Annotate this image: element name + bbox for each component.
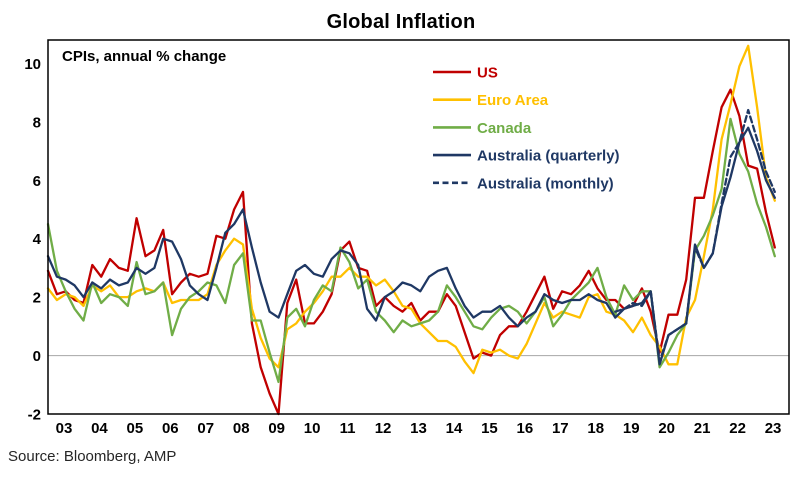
x-tick-label: 04 (91, 420, 108, 437)
x-tick-label: 21 (694, 420, 711, 437)
plot-annotation: CPIs, annual % change (62, 48, 226, 65)
y-tick-label: 10 (24, 56, 41, 73)
x-tick-label: 12 (375, 420, 392, 437)
x-tick-label: 11 (340, 420, 356, 437)
y-tick-label: 6 (33, 173, 41, 190)
x-tick-label: 13 (410, 420, 427, 437)
x-tick-label: 03 (56, 420, 73, 437)
inflation-line-chart: CPIs, annual % change -2 0 2 4 6 8 10 03 04 05 06 07… (24, 39, 790, 437)
x-tick-label: 18 (587, 420, 604, 437)
y-tick-label: 4 (33, 231, 42, 248)
x-tick-label: 10 (304, 420, 321, 437)
x-tick-label: 19 (623, 420, 640, 437)
x-tick-label: 22 (729, 420, 746, 437)
x-tick-label: 05 (127, 420, 144, 437)
x-tick-label: 07 (197, 420, 214, 437)
x-tick-label: 06 (162, 420, 179, 437)
legend-label-euro_area: Euro Area (477, 92, 549, 109)
legend-label-us: US (477, 65, 498, 82)
y-tick-label: -2 (28, 407, 41, 424)
x-tick-label: 14 (446, 420, 463, 437)
series-line-euro_area (46, 44, 776, 375)
source-note: Source: Bloomberg, AMP (8, 448, 177, 465)
series-line-australia_monthly (614, 108, 776, 363)
y-tick-label: 2 (33, 290, 41, 307)
y-tick-label: 8 (33, 114, 41, 131)
x-tick-label: 15 (481, 420, 498, 437)
y-tick-label: 0 (33, 348, 41, 365)
chart-title: Global Inflation (326, 11, 476, 33)
x-tick-label: 17 (552, 420, 569, 437)
plot-border (47, 39, 790, 415)
x-tick-label: 16 (517, 420, 534, 437)
x-tick-label: 08 (233, 420, 250, 437)
legend-label-australia_monthly: Australia (monthly) (477, 175, 614, 192)
legend-label-canada: Canada (477, 120, 532, 137)
x-tick-label: 23 (765, 420, 782, 437)
series-line-us (46, 88, 776, 416)
x-tick-label: 20 (658, 420, 675, 437)
x-tick-label: 09 (268, 420, 285, 437)
legend-label-australia_quarterly: Australia (quarterly) (477, 148, 620, 165)
